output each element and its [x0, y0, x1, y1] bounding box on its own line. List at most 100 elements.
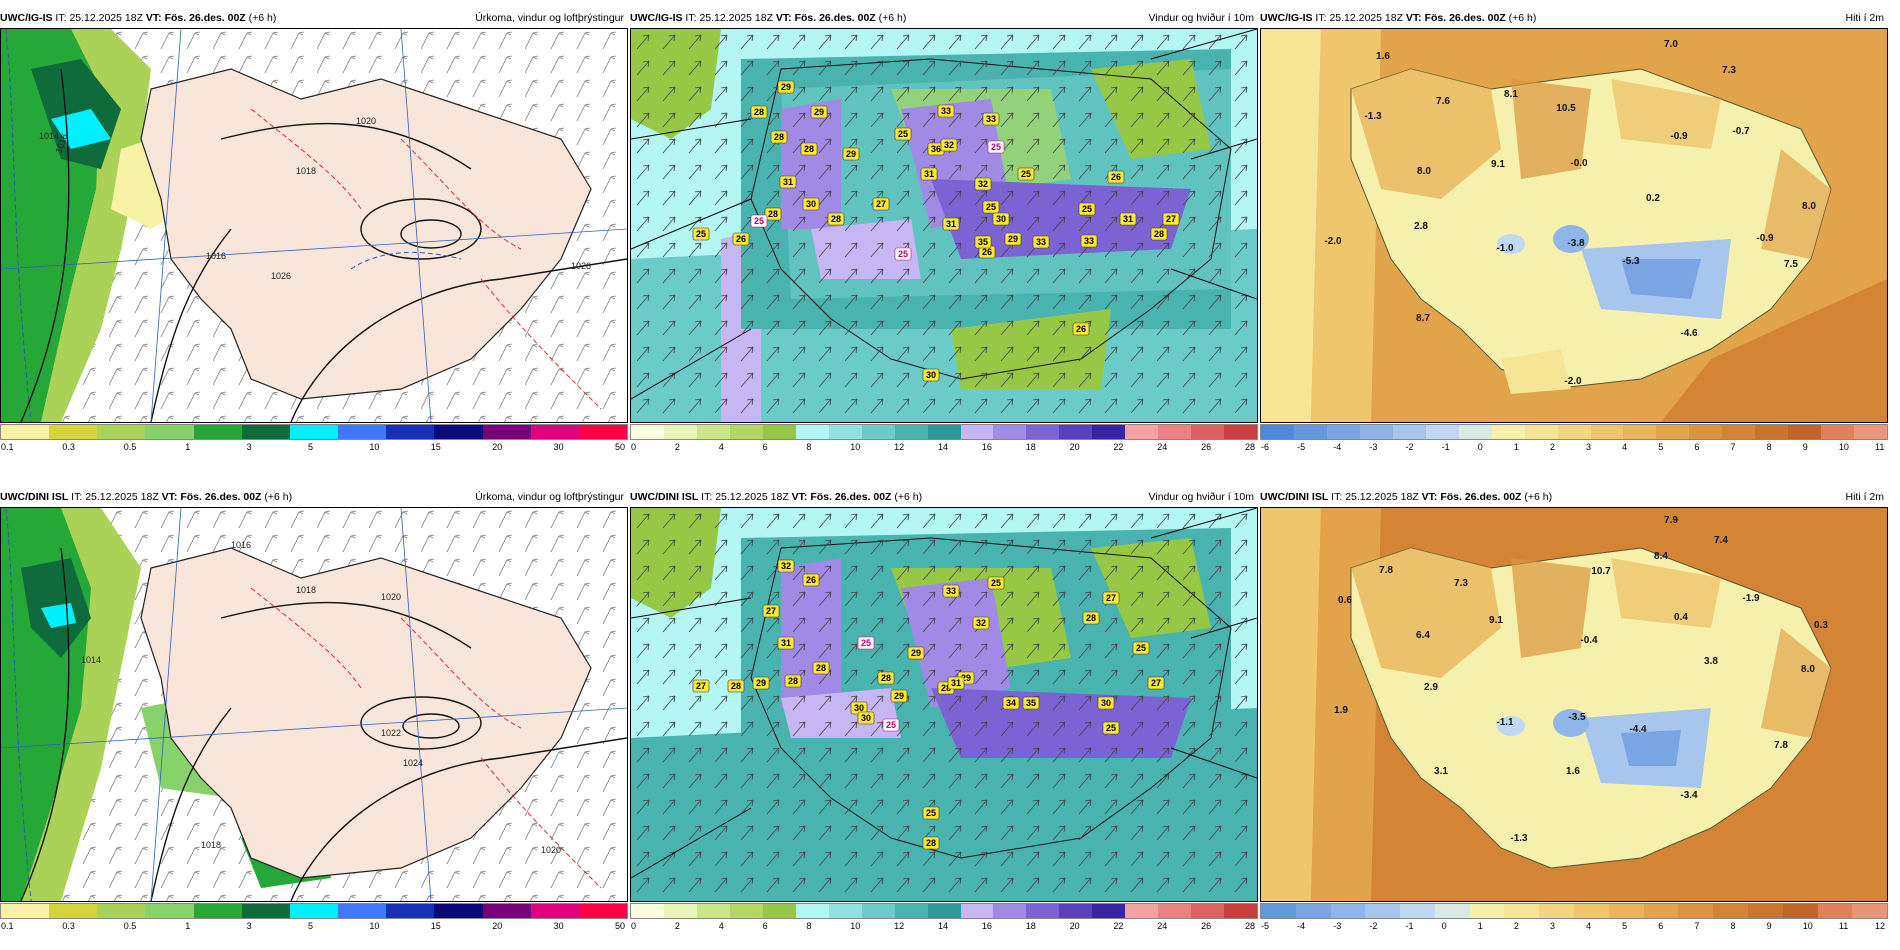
colorbar-tick-label: 6 [762, 442, 768, 452]
svg-text:34: 34 [1006, 698, 1016, 708]
colorbar-tick-label: 15 [430, 921, 441, 931]
temp-map[interactable]: 7.9 7.4 8.4 7.8 7.3 10.7 0.6 -1.9 9.1 0.4 0.3 6.4 -0… [1260, 507, 1888, 902]
svg-text:27: 27 [1166, 214, 1176, 224]
gust-label: 33 [1032, 235, 1050, 249]
colorbar-swatch [1400, 904, 1435, 918]
isobar-label: 1022 [381, 728, 401, 738]
gust-label: 29 [752, 676, 770, 690]
gust-label: 29 [810, 105, 828, 119]
temp-label: -3.5 [1568, 712, 1586, 723]
svg-text:29: 29 [756, 678, 766, 688]
panel-title: Vindur og hviður í 10m [1148, 12, 1254, 24]
colorbar-swatch [97, 425, 146, 439]
colorbar-swatch [1330, 904, 1366, 918]
colorbar-tick-label: 15 [430, 442, 441, 452]
colorbar-tick-label: 20 [492, 921, 503, 931]
lead-time: (+6 h) [1508, 12, 1537, 24]
model-name: UWC/IG-IS [630, 12, 683, 24]
colorbar-swatch [894, 425, 928, 439]
colorbar-tick-label: 12 [894, 921, 905, 931]
colorbar-swatch [97, 904, 146, 918]
colorbar-swatch [663, 904, 697, 918]
svg-text:28: 28 [731, 681, 741, 691]
temp-label: 7.9 [1664, 515, 1678, 526]
colorbar-swatch [530, 904, 579, 918]
lead-time: (+6 h) [1524, 491, 1553, 503]
temp-label: 1.6 [1376, 51, 1390, 62]
colorbar-tick-label: 20 [492, 442, 503, 452]
precip-map[interactable]: 1016 1016 1018 1020 1026 1026 1014 [0, 28, 628, 423]
colorbar-tick-label: 9 [1802, 442, 1808, 452]
svg-text:28: 28 [774, 132, 784, 142]
colorbar-swatch [482, 425, 531, 439]
wind-map-graphic: 3226273128282928273325282932252930252728… [631, 508, 1257, 901]
gust-label: 28 [827, 212, 845, 226]
colorbar-tick-label: 7 [1730, 442, 1736, 452]
model-name: UWC/DINI ISL [1260, 491, 1329, 503]
svg-text:28: 28 [831, 214, 841, 224]
temp-label: 9.1 [1489, 615, 1503, 626]
colorbar-tick-label: 0.3 [62, 442, 75, 452]
colorbar-tick-label: 3 [246, 442, 252, 452]
svg-text:28: 28 [788, 676, 798, 686]
colorbar-swatch [1458, 425, 1492, 439]
svg-text:26: 26 [1111, 172, 1121, 182]
colorbar-swatch [289, 904, 339, 918]
wind-panel-bottom: UWC/DINI ISL IT: 25.12.2025 18Z VT: Fös.… [630, 489, 1258, 946]
gust-label: 25 [894, 127, 912, 141]
init-time: 25.12.2025 18Z [1345, 491, 1419, 503]
colorbar-tick-label: 4 [718, 442, 724, 452]
isobar-label: 1018 [201, 840, 221, 850]
svg-text:29: 29 [961, 673, 971, 683]
svg-text:25: 25 [696, 229, 706, 239]
gust-label: 27 [1162, 212, 1180, 226]
gust-label: 33 [982, 112, 1000, 126]
wind-map[interactable]: 29 28 29 28 28 29 31 30 28 28 25 26 25 25 33 36 32 25 33 31… [630, 28, 1258, 423]
gust-label: 25 [982, 200, 1000, 214]
colorbar-tick-label: 11 [1838, 921, 1849, 931]
colorbar-tick-label: 16 [981, 442, 992, 452]
temp-map[interactable]: 1.6 7.0 7.3 7.6 8.1 -1.3 10.5 -0.9 -0.7 9.1 -0.0 8.… [1260, 28, 1888, 423]
colorbar-tick-label: -3 [1333, 921, 1342, 931]
panel-header: UWC/DINI ISL IT: 25.12.2025 18Z VT: Fös.… [0, 489, 628, 505]
svg-text:29: 29 [894, 691, 904, 701]
gust-label: 25 [857, 636, 875, 650]
temp-label: -1.0 [1496, 243, 1514, 254]
colorbar-swatch [1224, 425, 1258, 439]
colorbar-tick-label: 8 [1730, 921, 1736, 931]
colorbar-swatch [49, 425, 98, 439]
temp-map-graphic: 1.6 7.0 7.3 7.6 8.1 -1.3 10.5 -0.9 -0.7 9.1 -0.0 8.… [1261, 29, 1887, 422]
wind-map[interactable]: 32 26 27 31 28 28 29 28 27 33 25 28 29 32 25 29 30 25 27 28… [630, 507, 1258, 902]
temp-label: -0.9 [1756, 233, 1774, 244]
svg-text:25: 25 [1136, 643, 1146, 653]
colorbar-tick-label: 26 [1201, 921, 1212, 931]
svg-text:28: 28 [1154, 229, 1164, 239]
svg-text:26: 26 [736, 234, 746, 244]
temp-label: 1.9 [1334, 705, 1348, 716]
temp-panel-top: UWC/IG-IS IT: 25.12.2025 18Z VT: Fös. 26… [1260, 10, 1888, 467]
gust-label: 32 [777, 559, 795, 573]
colorbar-tick-label: 18 [1025, 921, 1036, 931]
svg-text:29: 29 [846, 149, 856, 159]
svg-text:25: 25 [861, 638, 871, 648]
gust-label: 28 [812, 661, 830, 675]
isobar-label: 1026 [571, 261, 591, 271]
colorbar-tick-label: 14 [938, 442, 949, 452]
temp-label: -2.0 [1564, 376, 1582, 387]
precip-colorbar-ticks: 0.1 0.3 0.5 1 3 5 10 15 20 30 50 [0, 920, 628, 932]
colorbar-tick-label: 10 [369, 442, 380, 452]
temp-label: 7.3 [1722, 65, 1736, 76]
svg-text:25: 25 [1106, 723, 1116, 733]
colorbar-tick-label: 0.5 [123, 921, 137, 931]
colorbar-tick-label: 0.3 [62, 921, 75, 931]
colorbar-tick-label: 2 [674, 921, 680, 931]
gust-label: 25 [1017, 167, 1035, 181]
precip-map[interactable]: 1016 1018 1020 1022 1024 1018 1014 1020 [0, 507, 628, 902]
gust-label: 29 [1004, 232, 1022, 246]
wind-colorbar-ticks: 0 2 4 6 8 10 12 14 16 18 20 22 24 26 28 [630, 920, 1258, 932]
svg-text:32: 32 [976, 618, 986, 628]
colorbar-swatch [193, 904, 242, 918]
isobar-label: 1018 [296, 166, 316, 176]
colorbar-swatch [145, 425, 194, 439]
